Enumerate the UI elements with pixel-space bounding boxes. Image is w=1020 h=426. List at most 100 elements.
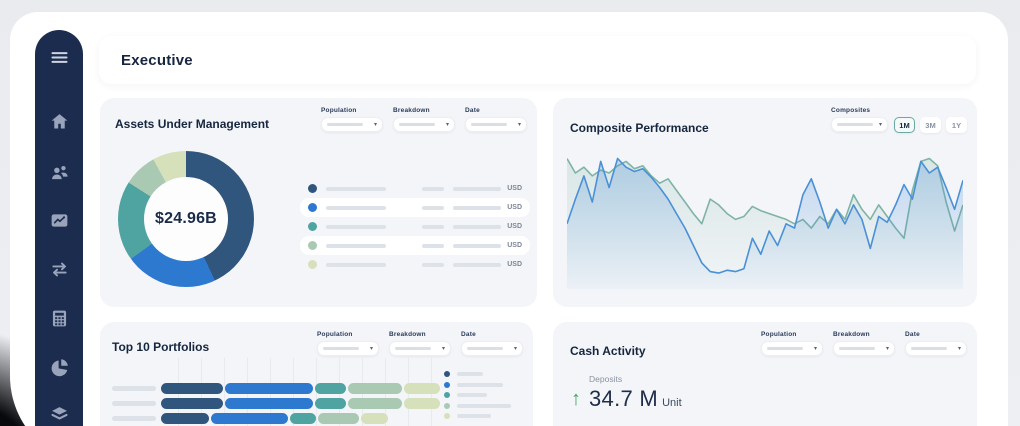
performance-icon[interactable] (47, 210, 71, 233)
card-title: Composite Performance (570, 121, 709, 135)
redacted-value (422, 224, 445, 229)
page-title: Executive (121, 51, 193, 69)
stacked-bar (161, 398, 440, 409)
filter-breakdown: Breakdown ▾ (833, 331, 895, 356)
select-placeholder (911, 347, 947, 350)
redacted-name (326, 205, 386, 210)
card-top-10-portfolios: Top 10 Portfolios Population ▾ Breakdown ▾ D… (100, 322, 533, 426)
breakdown-select[interactable]: ▾ (393, 117, 455, 132)
aum-legend-row[interactable]: USD (300, 255, 530, 274)
redacted-name (457, 414, 491, 418)
range-button-3m[interactable]: 3M (920, 117, 941, 133)
deposits-unit: Unit (662, 397, 682, 409)
filter-label: Date (465, 107, 480, 114)
filter-date: Date ▾ (465, 107, 527, 132)
aum-filters: Population ▾ Breakdown ▾ Date ▾ (321, 107, 527, 132)
select-placeholder (837, 123, 873, 126)
portfolios-bar-chart (112, 383, 452, 424)
portfolio-row[interactable] (112, 383, 452, 394)
legend-item (444, 413, 511, 419)
calculator-icon[interactable] (47, 308, 71, 331)
bar-segment (404, 383, 440, 394)
home-icon[interactable] (47, 111, 71, 134)
chevron-down-icon: ▾ (813, 345, 817, 352)
bar-segment (361, 413, 388, 424)
stacked-bar (161, 413, 388, 424)
transfers-icon[interactable] (47, 258, 71, 281)
bar-segment (161, 383, 223, 394)
aum-legend-row[interactable]: USD (300, 179, 530, 198)
bar-segment (211, 413, 288, 424)
select-placeholder (399, 123, 435, 126)
legend-item (444, 381, 511, 388)
date-select[interactable]: ▾ (461, 341, 523, 356)
chevron-down-icon: ▾ (369, 345, 373, 352)
bar-segment (161, 398, 223, 409)
aum-legend-row[interactable]: USD (300, 217, 530, 236)
filter-label: Population (761, 331, 797, 338)
aum-legend-row[interactable]: USD (300, 198, 530, 217)
redacted-value (422, 205, 445, 210)
composite-blue-line (567, 157, 963, 274)
filter-label: Breakdown (833, 331, 870, 338)
date-select[interactable]: ▾ (905, 341, 967, 356)
aum-total-value: $24.96B (155, 210, 217, 227)
redacted-value (422, 262, 445, 267)
breakdown-select[interactable]: ▾ (389, 341, 451, 356)
legend-item (444, 392, 511, 398)
filter-label: Date (461, 331, 476, 338)
aum-legend-row[interactable]: USD (300, 236, 530, 255)
chevron-down-icon: ▾ (885, 345, 889, 352)
bar-segment (315, 383, 346, 394)
date-select[interactable]: ▾ (465, 117, 527, 132)
card-assets-under-management: Assets Under Management Population ▾ Break… (100, 98, 537, 307)
range-button-1m[interactable]: 1M (894, 117, 915, 133)
filter-breakdown: Breakdown ▾ (389, 331, 451, 356)
chevron-down-icon: ▾ (957, 345, 961, 352)
chevron-down-icon: ▾ (517, 121, 521, 128)
currency-label: USD (507, 223, 522, 230)
range-button-1y[interactable]: 1Y (946, 117, 967, 133)
population-select[interactable]: ▾ (317, 341, 379, 356)
bar-segment (348, 383, 402, 394)
select-placeholder (467, 347, 503, 350)
redacted-value (453, 186, 502, 191)
population-select[interactable]: ▾ (321, 117, 383, 132)
menu-icon[interactable] (47, 46, 71, 69)
redacted-name (457, 403, 511, 408)
redacted-name (326, 262, 386, 267)
donut-hole: $24.96B (144, 177, 228, 261)
card-cash-activity: Cash Activity Population ▾ Breakdown ▾ Date ▾… (553, 322, 977, 426)
legend-dot (444, 371, 450, 377)
composites-select[interactable]: ▾ (831, 117, 888, 132)
redacted-portfolio-name (112, 386, 156, 391)
holdings-layers-icon[interactable] (47, 404, 71, 426)
legend-dot (444, 381, 450, 388)
aum-donut-chart[interactable]: $24.96B (118, 151, 254, 287)
legend-dot (308, 184, 317, 193)
composite-performance-chart[interactable] (567, 144, 963, 292)
deposits-metric: ↑ Deposits 34.7 M Unit (571, 374, 682, 412)
population-select[interactable]: ▾ (761, 341, 823, 356)
redacted-name (457, 382, 503, 387)
filter-population: Population ▾ (761, 331, 823, 356)
clients-icon[interactable] (47, 161, 71, 184)
breakdown-select[interactable]: ▾ (833, 341, 895, 356)
currency-label: USD (507, 204, 522, 211)
currency-label: USD (507, 185, 522, 192)
redacted-value (453, 205, 502, 210)
portfolio-row[interactable] (112, 398, 452, 409)
filter-composites: Composites ▾ 1M 3M 1Y (831, 107, 967, 133)
portfolio-row[interactable] (112, 413, 452, 424)
legend-dot (308, 203, 317, 212)
allocation-pie-icon[interactable] (47, 356, 71, 379)
metric-label: Deposits (589, 374, 623, 384)
composite-blue-area (567, 158, 963, 289)
filter-label: Date (905, 331, 920, 338)
filter-label: Composites (831, 107, 871, 114)
card-title: Top 10 Portfolios (112, 340, 210, 354)
filter-label: Population (317, 331, 353, 338)
portfolios-legend (444, 371, 511, 419)
filter-label: Breakdown (389, 331, 426, 338)
select-placeholder (323, 347, 359, 350)
